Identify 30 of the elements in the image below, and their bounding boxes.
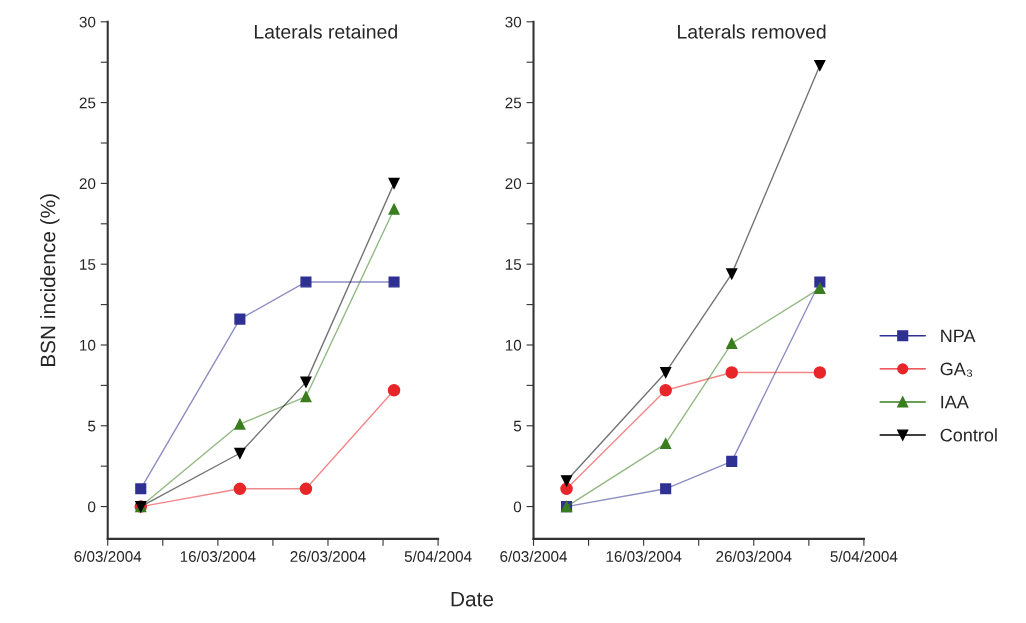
y-tick-label: 20 bbox=[79, 178, 96, 190]
y-tick-label: 30 bbox=[505, 16, 522, 28]
x-tick-label: 16/03/2004 bbox=[180, 550, 256, 562]
y-tick-label: 30 bbox=[79, 16, 96, 28]
y-tick-label: 5 bbox=[88, 420, 96, 432]
x-tick-label: 26/03/2004 bbox=[290, 550, 366, 562]
y-tick-label: 10 bbox=[505, 339, 522, 351]
y-tick-label: 25 bbox=[505, 97, 522, 109]
y-tick-label: 0 bbox=[88, 501, 96, 513]
x-tick-label: 16/03/2004 bbox=[606, 550, 682, 562]
y-tick-label: 15 bbox=[505, 259, 522, 270]
y-tick-label: 5 bbox=[513, 420, 522, 432]
x-tick-label: 5/04/2004 bbox=[404, 550, 472, 562]
x-tick-label: 6/03/2004 bbox=[74, 550, 142, 562]
y-tick-label: 20 bbox=[505, 178, 522, 190]
x-tick-label: 6/03/2004 bbox=[500, 550, 568, 562]
chart-title: Laterals removed bbox=[678, 24, 826, 39]
chart-title: Laterals retained bbox=[254, 24, 397, 39]
y-tick-label: 25 bbox=[79, 97, 96, 109]
legend-label: IAA bbox=[941, 395, 969, 409]
y-tick-label: 0 bbox=[513, 501, 522, 513]
y-tick-label: 15 bbox=[80, 259, 96, 270]
legend-label: Control bbox=[940, 428, 997, 442]
legend-label: NPA bbox=[941, 329, 976, 343]
legend-label: GA₃ bbox=[940, 362, 973, 377]
x-axis-title: Date bbox=[451, 591, 494, 607]
y-axis-title: BSN incidence (%) bbox=[40, 194, 60, 367]
x-tick-label: 5/04/2004 bbox=[830, 550, 898, 562]
y-tick-label: 10 bbox=[80, 339, 96, 351]
x-tick-label: 26/03/2004 bbox=[716, 550, 792, 562]
